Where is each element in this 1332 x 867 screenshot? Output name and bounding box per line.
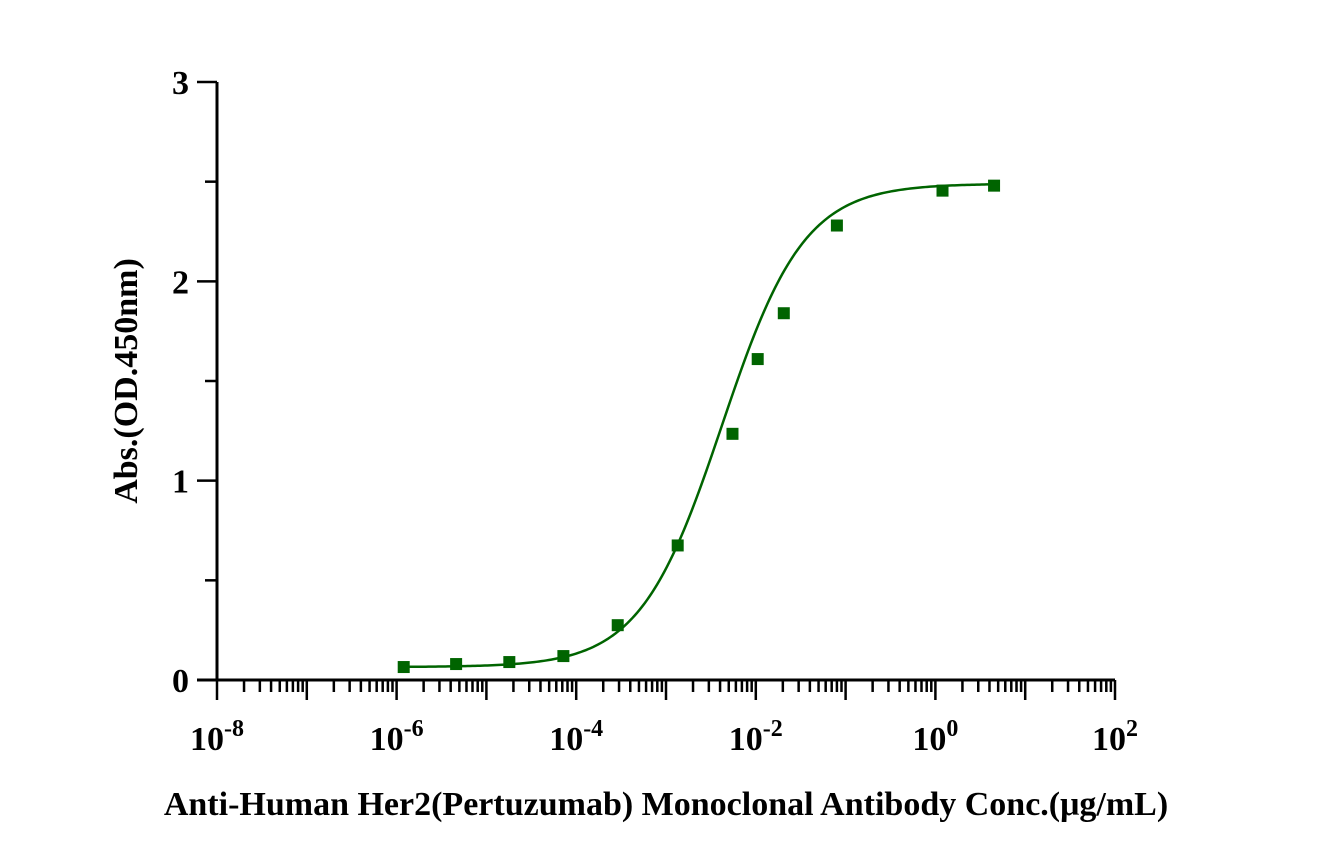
- data-point: [503, 656, 516, 669]
- data-point: [726, 427, 739, 440]
- data-point: [777, 307, 790, 320]
- x-tick-label: 10-4: [549, 716, 603, 758]
- data-point: [397, 661, 410, 674]
- fit-curve: [403, 183, 995, 669]
- y-tick-label: 2: [172, 264, 189, 301]
- data-point: [751, 353, 764, 366]
- data-point: [557, 650, 570, 663]
- data-point: [830, 219, 843, 232]
- data-points: [397, 179, 1001, 674]
- x-tick-label: 10-6: [370, 716, 424, 758]
- data-point: [611, 619, 624, 632]
- x-axis-title: Anti-Human Her2(Pertuzumab) Monoclonal A…: [164, 786, 1168, 823]
- data-point: [450, 658, 463, 671]
- y-tick-label: 1: [172, 464, 189, 501]
- data-point: [936, 184, 949, 197]
- y-tick-label: 3: [172, 65, 189, 102]
- x-tick-label: 10-2: [729, 716, 783, 758]
- data-point: [988, 179, 1001, 192]
- axes: [197, 82, 1115, 682]
- x-ticks: 10-8 10-6 10-4 10-2 100 102: [190, 680, 1138, 758]
- y-tick-label: 0: [172, 663, 189, 700]
- y-ticks: 0 1 2 3: [172, 65, 217, 700]
- x-tick-label: 100: [912, 716, 958, 758]
- y-axis-title: Abs.(OD.450nm): [108, 258, 145, 504]
- x-tick-label: 10-8: [190, 716, 244, 758]
- x-tick-label: 102: [1092, 716, 1138, 758]
- data-point: [671, 539, 684, 552]
